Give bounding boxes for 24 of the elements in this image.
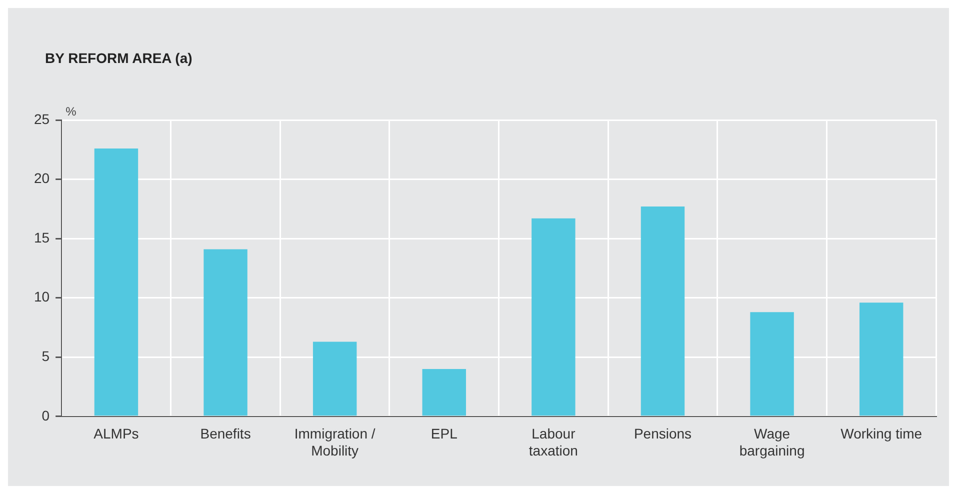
- x-tick-label: Immigration / Mobility: [294, 426, 376, 458]
- bar: [422, 368, 466, 416]
- bar: [312, 342, 357, 416]
- y-axis-title: %: [66, 104, 77, 118]
- x-tick-label: EPL: [430, 426, 458, 442]
- y-tick-label: 15: [34, 229, 50, 246]
- x-tick-label: Labour taxation: [528, 426, 578, 458]
- bar: [640, 206, 685, 416]
- bar: [204, 249, 248, 416]
- bar: [532, 218, 576, 416]
- y-tick-label: 5: [42, 348, 50, 364]
- x-tick-label: ALMPs: [94, 426, 139, 442]
- x-tick-label: Wage bargaining: [739, 426, 805, 458]
- y-tick-label: 0: [42, 407, 50, 424]
- bar: [859, 302, 904, 416]
- y-tick-label: 25: [34, 110, 50, 127]
- y-tick-label: 10: [34, 288, 50, 305]
- x-tick-label: Working time: [840, 426, 922, 442]
- x-tick-label: Pensions: [634, 426, 692, 442]
- bar: [94, 148, 138, 416]
- y-tick-label: 20: [34, 170, 50, 186]
- bar: [750, 312, 794, 416]
- chart-title: BY REFORM AREA (a): [45, 50, 192, 66]
- x-tick-label: Benefits: [200, 426, 251, 442]
